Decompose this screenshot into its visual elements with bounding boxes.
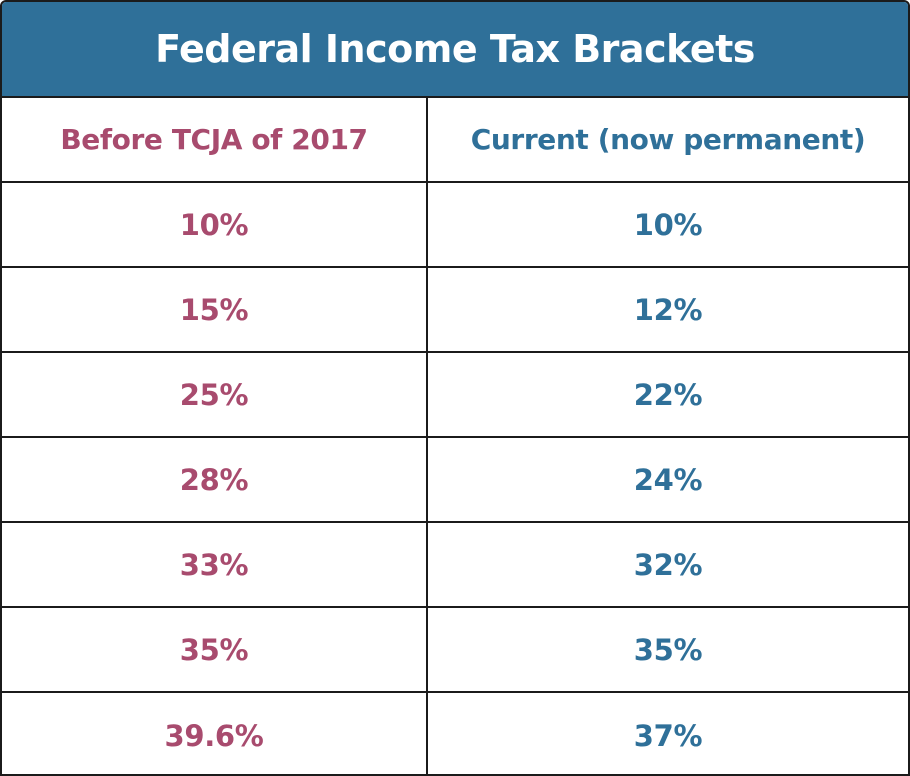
- table-cell-before: 35%: [2, 608, 428, 693]
- table-cell-before: 10%: [2, 183, 428, 268]
- table-cell-current: 22%: [428, 353, 908, 438]
- table-cell-current: 10%: [428, 183, 908, 268]
- column-header-current: Current (now permanent): [428, 98, 908, 183]
- table-cell-current: 12%: [428, 268, 908, 353]
- table-cell-before: 25%: [2, 353, 428, 438]
- table-cell-before: 39.6%: [2, 693, 428, 774]
- title-bar: Federal Income Tax Brackets: [2, 2, 908, 98]
- table-cell-current: 37%: [633, 718, 703, 753]
- table-cell-current: 35%: [428, 608, 908, 693]
- table-grid: Before TCJA of 2017 Current (now permane…: [2, 98, 908, 774]
- table-cell-before: 15%: [2, 268, 428, 353]
- table-cell-before: 33%: [2, 523, 428, 608]
- column-header-before: Before TCJA of 2017: [2, 98, 428, 183]
- table-title: Federal Income Tax Brackets: [155, 27, 755, 71]
- table-cell-current: 24%: [428, 438, 908, 523]
- table-cell-current: 32%: [428, 523, 908, 608]
- table-cell-before: 28%: [2, 438, 428, 523]
